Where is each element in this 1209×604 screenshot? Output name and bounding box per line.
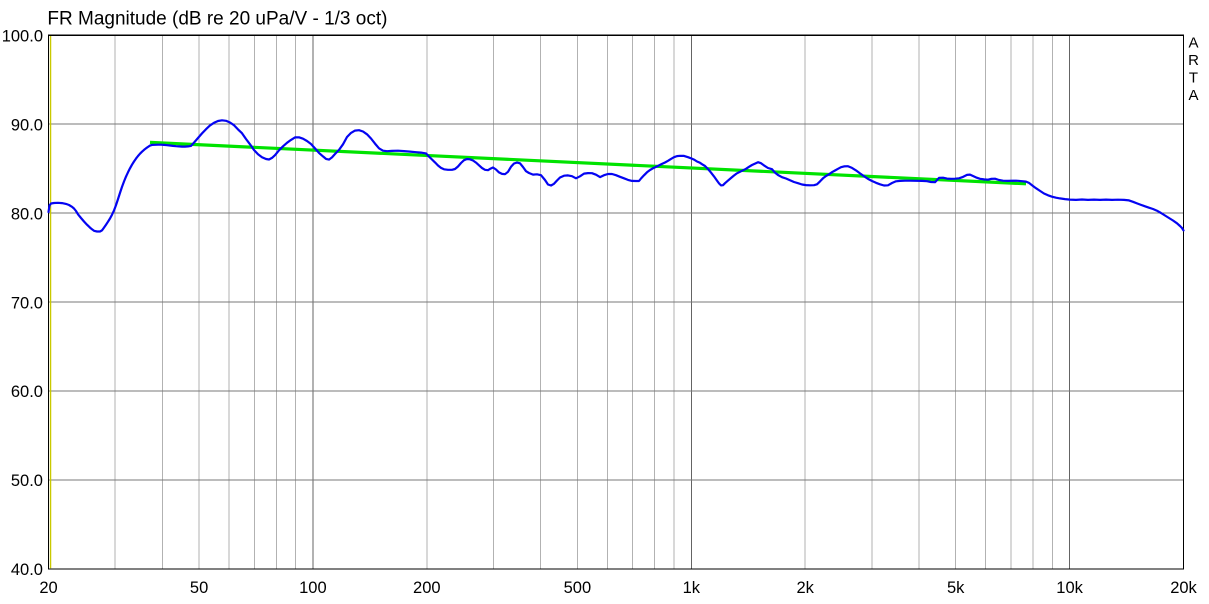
svg-text:20k: 20k (1170, 579, 1197, 597)
svg-text:500: 500 (564, 579, 592, 597)
svg-text:100.0: 100.0 (2, 27, 43, 45)
svg-text:50: 50 (190, 579, 208, 597)
svg-text:50.0: 50.0 (11, 472, 43, 490)
svg-text:90.0: 90.0 (11, 116, 43, 134)
svg-text:2k: 2k (796, 579, 814, 597)
svg-text:5k: 5k (947, 579, 965, 597)
svg-text:10k: 10k (1056, 579, 1083, 597)
svg-text:A: A (1188, 34, 1198, 51)
svg-text:A: A (1188, 87, 1198, 104)
svg-text:FR Magnitude (dB re 20 uPa/V -: FR Magnitude (dB re 20 uPa/V - 1/3 oct) (47, 8, 387, 29)
svg-text:20: 20 (39, 579, 57, 597)
svg-text:1k: 1k (683, 579, 701, 597)
svg-text:80.0: 80.0 (11, 205, 43, 223)
svg-text:200: 200 (413, 579, 441, 597)
svg-text:40.0: 40.0 (11, 561, 43, 579)
svg-text:100: 100 (299, 579, 327, 597)
svg-text:R: R (1188, 52, 1199, 69)
svg-text:70.0: 70.0 (11, 294, 43, 312)
svg-text:T: T (1189, 69, 1198, 86)
svg-text:60.0: 60.0 (11, 383, 43, 401)
